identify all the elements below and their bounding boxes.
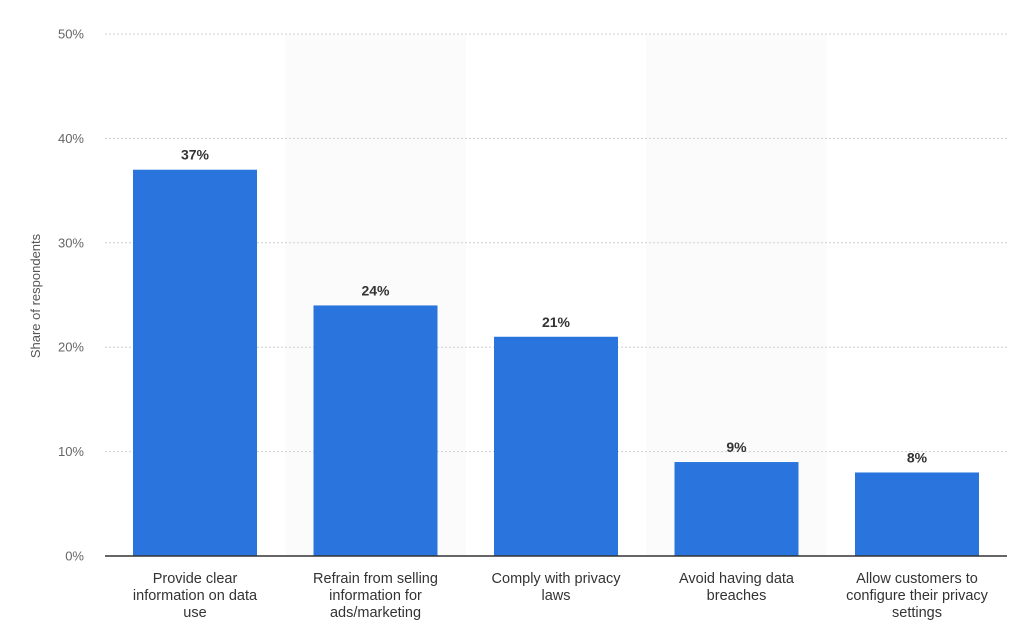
data-label: 21% — [542, 314, 571, 330]
data-label: 37% — [181, 147, 210, 163]
bar[interactable] — [855, 472, 979, 556]
bar[interactable] — [133, 169, 257, 556]
bar[interactable] — [674, 462, 799, 556]
bars: 37% 24% 21% 9% 8% — [133, 147, 979, 556]
bar[interactable] — [494, 336, 618, 556]
y-tick-label: 50% — [58, 27, 84, 42]
x-tick-label: Avoid having data breaches — [678, 571, 795, 604]
y-axis-title: Share of respondents — [28, 233, 43, 358]
x-tick-label: Refrain from selling information for ads… — [313, 571, 438, 621]
bar[interactable] — [313, 305, 438, 556]
data-label: 9% — [726, 439, 747, 455]
data-label: 24% — [361, 282, 390, 298]
x-tick-label: Allow customers to configure their priva… — [846, 571, 988, 621]
y-axis-ticks: 0% 10% 20% 30% 40% 50% — [58, 27, 84, 564]
y-tick-label: 40% — [58, 131, 84, 146]
x-tick-label: Provide clear information on data use — [132, 571, 258, 621]
y-tick-label: 20% — [58, 340, 84, 355]
y-tick-label: 0% — [65, 549, 84, 564]
data-label: 8% — [907, 449, 928, 465]
y-tick-label: 10% — [58, 444, 84, 459]
x-tick-label: Comply with privacy laws — [491, 571, 621, 604]
y-tick-label: 30% — [58, 235, 84, 250]
